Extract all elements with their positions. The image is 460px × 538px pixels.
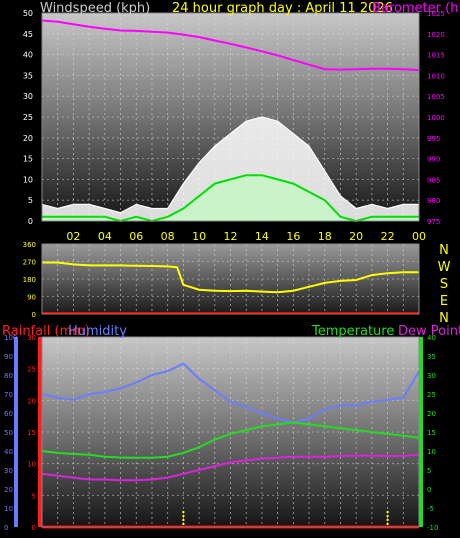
humidity-tick-label: 70 (4, 391, 13, 399)
hour-tick-label: 10 (192, 230, 206, 243)
compass-label: N (439, 243, 449, 258)
temperature-tick-label: -10 (427, 524, 438, 532)
temperature-tick-label: 15 (427, 429, 436, 437)
windspeed-axis-title: Windspeed (kph) (40, 1, 150, 16)
barometer-tick-label: 1005 (427, 93, 445, 101)
humidity-tick-label: 90 (4, 353, 13, 361)
wind-tick-label: 50 (23, 9, 33, 18)
hour-tick-label: 16 (286, 230, 300, 243)
temperature-tick-label: 35 (427, 353, 436, 361)
barometer-tick-label: 1000 (427, 114, 445, 122)
barometer-tick-label: 980 (427, 197, 440, 205)
rainfall-axis-title: Rainfall (mm) (2, 324, 90, 339)
compass-label: W (438, 260, 451, 275)
temperature-tick-label: 25 (427, 391, 436, 399)
barometer-tick-label: 995 (427, 135, 440, 143)
barometer-tick-label: 985 (427, 176, 440, 184)
rain-tick-label: 0 (32, 524, 36, 532)
rain-tick-label: 10 (27, 461, 36, 469)
compass-label: E (440, 294, 448, 309)
barometer-line (41, 19, 420, 71)
rain-axis-bar (38, 337, 42, 527)
wind-tick-label: 5 (28, 196, 33, 205)
temperature-tick-label: 40 (427, 334, 436, 342)
barometer-tick-label: 975 (427, 218, 440, 226)
hour-tick-label: 18 (318, 230, 332, 243)
humidity-axis-bar (14, 337, 18, 527)
windspeed-line (41, 116, 419, 214)
hour-tick-label: 04 (98, 230, 112, 243)
dew-point-axis-title: Dew Point (398, 324, 460, 339)
temperature-tick-label: 20 (427, 410, 436, 418)
temperature-tick-label: 30 (427, 372, 436, 380)
wind-tick-label: 0 (28, 217, 33, 226)
wind-tick-label: 40 (23, 51, 33, 60)
temp-panel-border (41, 336, 420, 528)
dew-point-line (41, 453, 420, 482)
humidity-tick-label: 10 (4, 505, 13, 513)
temperature-tick-label: 0 (427, 486, 431, 494)
hour-tick-label: 06 (129, 230, 143, 243)
temperature-tick-label: 5 (427, 467, 431, 475)
barometer-tick-label: 1010 (427, 72, 445, 80)
rain-tick-label: 5 (32, 492, 36, 500)
compass-label: S (440, 277, 448, 292)
barometer-tick-label: 1020 (427, 31, 445, 39)
barometer-tick-label: 1015 (427, 52, 445, 60)
humidity-axis-title: Humidity (68, 324, 127, 339)
temperature-axis-title: Temperature (311, 324, 394, 339)
compass-labels: N W S E N (438, 243, 451, 326)
gust-area (42, 117, 419, 221)
rain-tick-label: 15 (27, 429, 36, 437)
direction-tick-label: 270 (23, 259, 36, 267)
wind-tick-label: 35 (23, 71, 33, 80)
direction-tick-label: 90 (27, 294, 36, 302)
humidity-tick-label: 30 (4, 467, 13, 475)
hour-tick-label: 02 (66, 230, 80, 243)
direction-tick-label: 360 (23, 241, 36, 249)
direction-tick-label: 180 (23, 276, 36, 284)
hour-tick-label: 12 (224, 230, 238, 243)
hour-tick-label: 08 (161, 230, 175, 243)
wind-panel-border (41, 12, 420, 222)
barometer-tick-label: 990 (427, 156, 440, 164)
humidity-tick-label: 60 (4, 410, 13, 418)
wind-tick-label: 15 (23, 155, 33, 164)
barometer-tick-label: 1025 (427, 10, 445, 18)
hour-tick-label: 14 (255, 230, 269, 243)
wind-tick-label: 45 (23, 30, 33, 39)
compass-label: N (439, 311, 449, 326)
temperature-tick-label: 10 (427, 448, 436, 456)
wind-tick-label: 10 (23, 175, 33, 184)
hour-tick-label: 20 (349, 230, 363, 243)
rain-tick-label: 30 (27, 334, 36, 342)
rain-tick-label: 20 (27, 397, 36, 405)
humidity-tick-label: 80 (4, 372, 13, 380)
humidity-tick-label: 100 (4, 334, 17, 342)
wind-tick-label: 25 (23, 113, 33, 122)
hour-tick-label: 22 (381, 230, 395, 243)
direction-tick-label: 0 (32, 311, 36, 319)
humidity-tick-label: 20 (4, 486, 13, 494)
direction-line (42, 261, 419, 294)
avg-wind-area (42, 175, 419, 221)
wind-tick-label: 30 (23, 92, 33, 101)
direction-panel-border (41, 243, 420, 315)
humidity-line (41, 362, 420, 424)
hour-tick-label: 00 (412, 230, 426, 243)
humidity-tick-label: 50 (4, 429, 13, 437)
temperature-line (41, 421, 420, 459)
temperature-axis-bar (419, 337, 423, 527)
barometer-axis-title: Barometer (hPa) (372, 1, 460, 16)
humidity-tick-label: 40 (4, 448, 13, 456)
humidity-tick-label: 0 (4, 524, 8, 532)
wind-tick-label: 20 (23, 134, 33, 143)
chart-title: 24 hour graph day : April 11 2026 (172, 1, 393, 16)
rain-tick-label: 25 (27, 366, 36, 374)
temperature-tick-label: -5 (427, 505, 434, 513)
